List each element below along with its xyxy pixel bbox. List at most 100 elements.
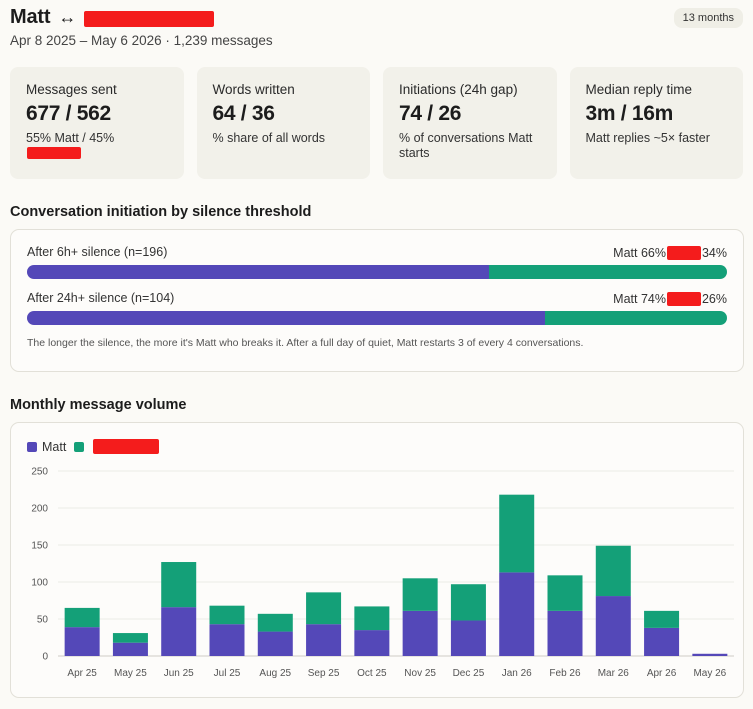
legend-item-other [74,439,160,454]
bar-other [306,592,342,625]
monthly-chart-panel: 0 50 100 150 200 250 Apr 25 May 25 Jun 25 Jul 25 A… [10,422,744,698]
matt-bar-segment [27,311,545,325]
card-subtext: % share of all words [212,131,326,145]
bar-matt [112,642,148,656]
page-title: Matt [10,6,51,28]
bar-matt [64,627,100,656]
x-tick-label: Mar 26 [598,668,630,679]
other-bar-segment [489,265,727,279]
y-tick-label: 0 [42,652,48,663]
card-subtext: 55% Matt / 45% [26,131,169,161]
bar-matt [547,610,583,656]
x-tick-label: Jul 25 [214,668,241,679]
card-subtext: Matt replies ~5× faster [585,131,710,145]
bar-matt [354,630,390,656]
threshold-row: After 24h+ silence (n=104) Matt 74% 26% [27,291,727,325]
y-tick-label: 100 [31,578,48,589]
x-tick-label: Apr 25 [67,668,97,679]
x-tick-label: Apr 26 [647,668,677,679]
range-badge: 13 months [673,8,743,28]
y-tick-label: 250 [31,467,48,478]
x-tick-label: May 26 [693,668,726,679]
x-tick-label: Oct 25 [357,668,387,679]
bar-other [161,562,197,608]
bar-other [257,613,293,632]
x-tick-label: Jun 25 [164,668,194,679]
other-share: 26% [701,292,727,306]
legend-swatch [27,441,37,452]
page-subtitle: Apr 8 2025 – May 6 2026 · 1,239 messages [10,33,273,48]
bar-matt [257,631,293,656]
bar-other [64,607,100,628]
threshold-split: Matt 66% 34% [613,245,727,261]
x-tick-label: Nov 25 [404,668,436,679]
card-initiations: Initiations (24h gap) 74 / 26 % of conve… [383,67,557,179]
bar-matt [402,610,438,656]
card-value: 677 / 562 [26,102,111,125]
bar-matt [644,627,680,656]
redacted-name [666,292,701,306]
other-share: 34% [701,246,727,260]
card-label: Messages sent [26,82,117,97]
monthly-section-title: Monthly message volume [10,397,187,413]
redacted-name [666,246,701,260]
card-value: 74 / 26 [399,102,462,125]
bar-matt [161,607,197,656]
threshold-row: After 6h+ silence (n=196) Matt 66% 34% [27,245,727,279]
legend-swatch [74,441,85,452]
card-label: Words written [212,82,295,97]
card-value: 3m / 16m [585,102,674,125]
x-tick-label: Dec 25 [453,668,485,679]
silence-note: The longer the silence, the more it's Ma… [27,337,584,349]
bar-matt [306,624,342,656]
other-bar-segment [545,311,727,325]
bar-other [209,605,245,625]
bar-other [595,545,631,597]
bidirectional-arrow-icon: ↔ [58,7,77,27]
card-median-reply-time: Median reply time 3m / 16m Matt replies … [569,67,743,179]
legend-label: Matt [42,439,67,454]
x-tick-label: Jan 26 [502,668,532,679]
chart-legend: Matt [27,439,167,454]
threshold-label: After 6h+ silence (n=196) [27,245,168,259]
redacted-contact-name [84,10,215,27]
bar-other [354,606,390,631]
silence-panel: After 6h+ silence (n=196) Matt 66% 34% A… [10,229,744,372]
y-tick-label: 50 [37,615,49,626]
card-words-written: Words written 64 / 36 % share of all wor… [196,67,370,179]
x-tick-label: Aug 25 [259,668,291,679]
bar-matt [499,572,535,656]
x-tick-label: Feb 26 [549,668,581,679]
header: Matt ↔ Apr 8 2025 – May 6 2026 · 1,239 m… [10,6,743,48]
bar-matt [692,653,728,656]
bar-other [644,610,680,628]
split-bar [27,265,727,279]
x-tick-label: Sep 25 [308,668,340,679]
silence-section-title: Conversation initiation by silence thres… [10,204,312,220]
bar-other [112,633,148,643]
split-bar [27,311,727,325]
card-messages-sent: Messages sent 677 / 562 55% Matt / 45% [10,67,184,179]
matt-share: Matt 74% [613,292,666,306]
redacted-name [27,147,81,159]
y-tick-label: 200 [31,504,48,515]
redacted-name [93,439,160,454]
bar-matt [209,624,245,656]
card-label: Initiations (24h gap) [399,82,518,97]
card-subtext: % of conversations Matt starts [399,131,533,160]
monthly-volume-chart: 0 50 100 150 200 250 Apr 25 May 25 Jun 25 Jul 25 A… [31,467,734,679]
x-tick-label: May 25 [114,668,147,679]
bar-other [450,584,486,621]
card-label: Median reply time [585,82,693,97]
bar-other [402,578,438,611]
bar-matt [450,620,486,656]
stat-cards: Messages sent 677 / 562 55% Matt / 45% W… [10,67,743,179]
bar-other [547,575,583,611]
matt-share: Matt 66% [613,246,666,260]
bar-other [499,494,535,573]
card-subtext-text: 55% Matt / 45% [26,131,115,145]
threshold-split: Matt 74% 26% [613,291,727,307]
matt-bar-segment [27,265,489,279]
legend-item-matt: Matt [27,440,66,454]
card-value: 64 / 36 [212,102,275,125]
